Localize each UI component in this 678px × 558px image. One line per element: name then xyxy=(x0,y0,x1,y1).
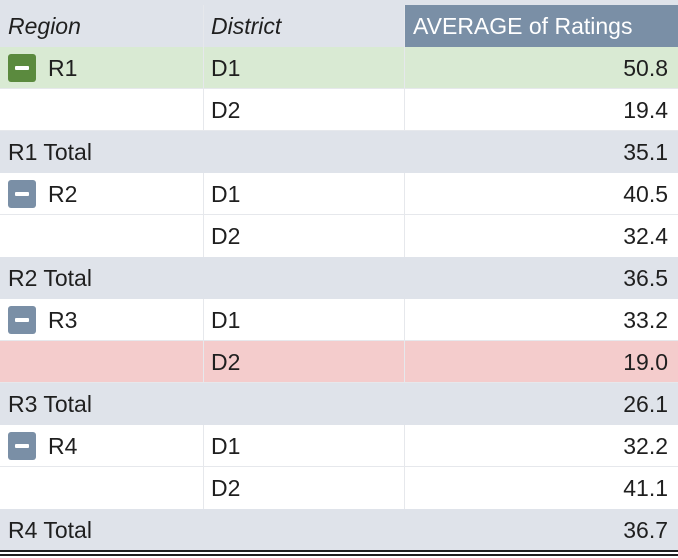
district-cell[interactable]: D1 xyxy=(204,173,405,215)
table-row: D2 19.4 xyxy=(0,89,678,131)
table-row: D2 41.1 xyxy=(0,467,678,509)
value-cell[interactable]: 19.0 xyxy=(623,348,668,375)
district-cell[interactable]: D2 xyxy=(204,89,405,131)
collapse-icon[interactable] xyxy=(8,432,36,460)
region-cell[interactable] xyxy=(0,89,204,131)
table-bottom-border-double xyxy=(0,554,678,556)
district-cell[interactable]: D1 xyxy=(204,47,405,89)
total-row: R3 Total 26.1 xyxy=(0,383,678,425)
row-divider xyxy=(0,88,678,89)
region-label: R2 xyxy=(48,180,78,207)
district-cell[interactable]: D2 xyxy=(204,215,405,257)
table-bottom-border xyxy=(0,550,678,552)
region-cell[interactable]: R2 xyxy=(0,173,204,215)
table-row: D2 32.4 xyxy=(0,215,678,257)
total-value[interactable]: 36.5 xyxy=(623,264,668,291)
region-label: R4 xyxy=(48,432,78,459)
table-row: D2 19.0 xyxy=(0,341,678,383)
region-label: R3 xyxy=(48,306,78,333)
header-row: Region District AVERAGE of Ratings xyxy=(0,5,678,47)
row-divider xyxy=(0,214,678,215)
value-cell[interactable]: 19.4 xyxy=(623,96,668,123)
header-average-ratings[interactable]: AVERAGE of Ratings xyxy=(405,5,678,47)
total-row: R2 Total 36.5 xyxy=(0,257,678,299)
region-cell[interactable] xyxy=(0,467,204,509)
value-cell[interactable]: 40.5 xyxy=(623,180,668,207)
collapse-icon[interactable] xyxy=(8,306,36,334)
region-cell[interactable]: R4 xyxy=(0,425,204,467)
table-row: R4 D1 32.2 xyxy=(0,425,678,467)
region-cell[interactable]: R1 xyxy=(0,47,204,89)
total-value[interactable]: 26.1 xyxy=(623,390,668,417)
total-label[interactable]: R2 Total xyxy=(8,264,92,291)
table-top-border xyxy=(0,0,678,5)
header-district[interactable]: District xyxy=(204,5,405,47)
row-divider xyxy=(0,382,678,383)
region-cell[interactable] xyxy=(0,341,204,383)
district-cell[interactable]: D1 xyxy=(204,299,405,341)
district-cell[interactable]: D2 xyxy=(204,341,405,383)
district-cell[interactable]: D2 xyxy=(204,467,405,509)
total-value[interactable]: 36.7 xyxy=(623,516,668,543)
total-value[interactable]: 35.1 xyxy=(623,138,668,165)
total-label[interactable]: R3 Total xyxy=(8,390,92,417)
region-label: R1 xyxy=(48,54,78,81)
total-label[interactable]: R1 Total xyxy=(8,138,92,165)
total-label[interactable]: R4 Total xyxy=(8,516,92,543)
header-region[interactable]: Region xyxy=(0,5,204,47)
value-cell[interactable]: 32.2 xyxy=(623,432,668,459)
district-cell[interactable]: D1 xyxy=(204,425,405,467)
row-divider xyxy=(0,130,678,131)
value-cell[interactable]: 33.2 xyxy=(623,306,668,333)
value-cell[interactable]: 50.8 xyxy=(623,54,668,81)
total-district-empty xyxy=(204,257,405,299)
total-district-empty xyxy=(204,383,405,425)
region-cell[interactable]: R3 xyxy=(0,299,204,341)
table-row: R3 D1 33.2 xyxy=(0,299,678,341)
collapse-icon[interactable] xyxy=(8,54,36,82)
total-row: R1 Total 35.1 xyxy=(0,131,678,173)
region-cell[interactable] xyxy=(0,215,204,257)
row-divider xyxy=(0,466,678,467)
total-row: R4 Total 36.7 xyxy=(0,509,678,551)
total-district-empty xyxy=(204,131,405,173)
value-cell[interactable]: 41.1 xyxy=(623,474,668,501)
table-row: R2 D1 40.5 xyxy=(0,173,678,215)
collapse-icon[interactable] xyxy=(8,180,36,208)
total-district-empty xyxy=(204,509,405,551)
value-cell[interactable]: 32.4 xyxy=(623,222,668,249)
row-divider xyxy=(0,340,678,341)
table-row: R1 D1 50.8 xyxy=(0,47,678,89)
